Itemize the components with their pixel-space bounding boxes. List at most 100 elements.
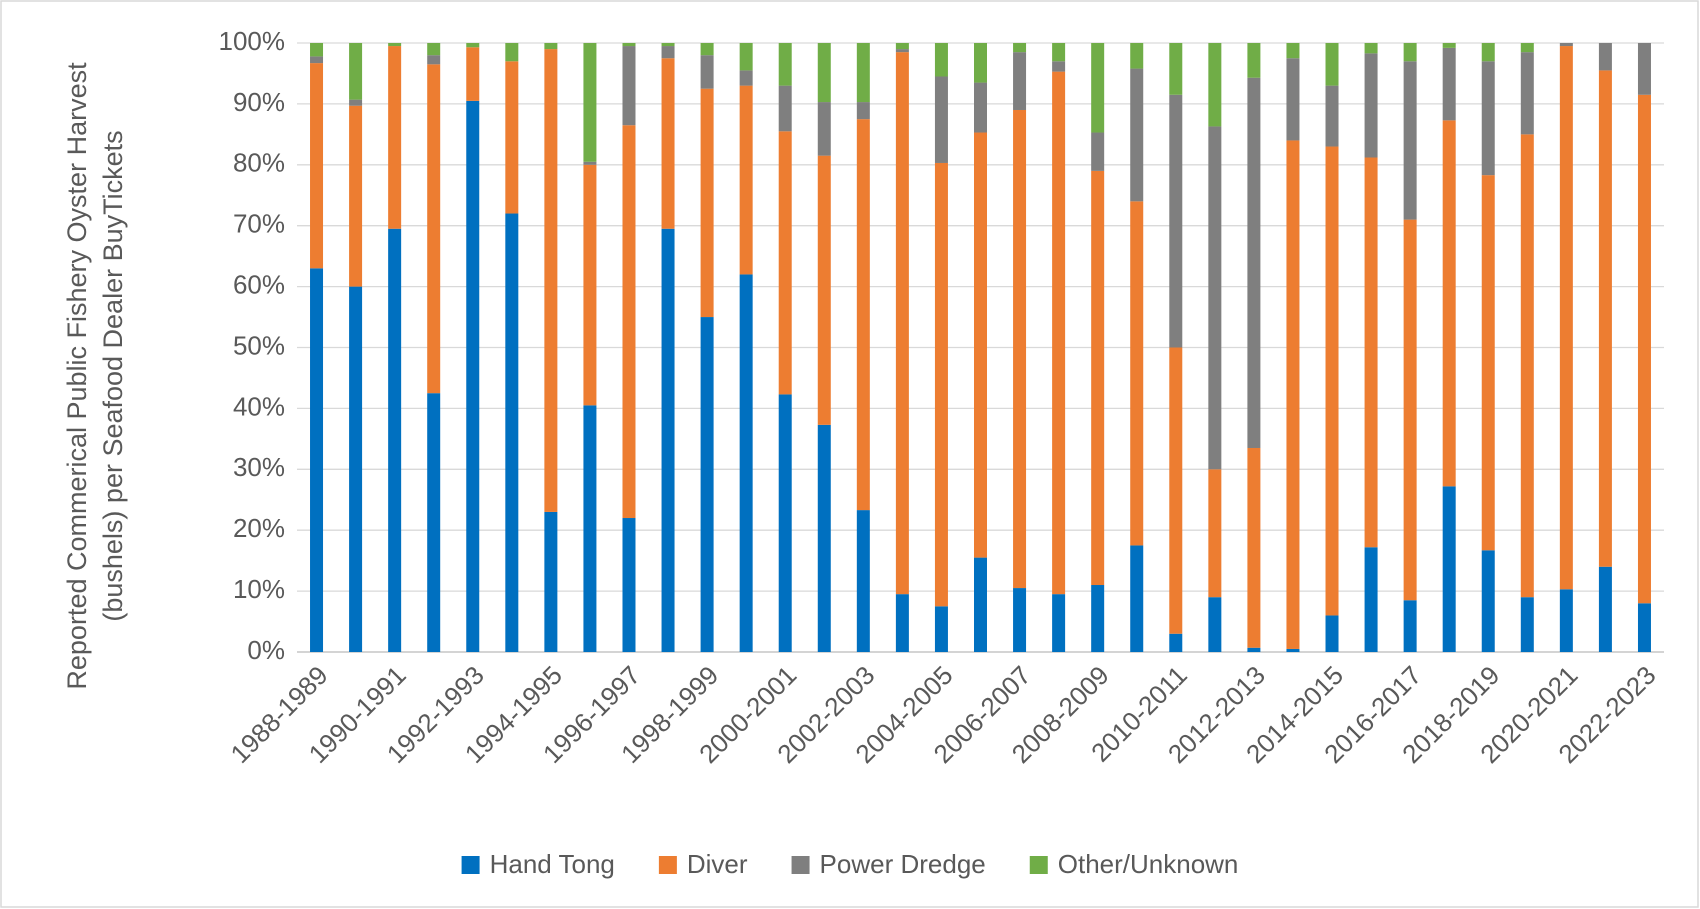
bar-segment <box>1091 43 1105 133</box>
y-tick-label: 20% <box>233 513 285 543</box>
bar-segment <box>1052 43 1066 62</box>
bar-segment <box>817 102 831 156</box>
bar-segment <box>1325 85 1339 147</box>
bar-segment <box>1208 43 1222 127</box>
bar-segment <box>778 394 792 652</box>
bar-segment <box>466 47 480 101</box>
bar-segment <box>310 43 324 57</box>
bar-segment <box>895 43 909 50</box>
bar-segment <box>1091 585 1105 652</box>
bar-segment <box>349 105 363 287</box>
bar-segment <box>1208 597 1222 652</box>
bar-segment <box>739 43 753 71</box>
bar-segment <box>895 594 909 652</box>
bar-segment <box>1598 70 1612 567</box>
bar-segment <box>1403 219 1417 601</box>
bar-segment <box>1247 77 1261 448</box>
bar-segment <box>1013 109 1027 589</box>
bar-segment <box>661 43 675 47</box>
bar-segment <box>934 606 948 652</box>
bar-segment <box>583 405 597 652</box>
bar-segment <box>1169 347 1183 634</box>
bar-segment <box>349 286 363 652</box>
legend-label: Diver <box>687 849 748 879</box>
bar-segment <box>622 125 636 519</box>
bar-segment <box>1130 43 1144 69</box>
bar-segment <box>1637 94 1651 604</box>
legend-label: Other/Unknown <box>1058 849 1239 879</box>
bar-segment <box>974 557 987 652</box>
legend-swatch <box>658 856 677 874</box>
bar-segment <box>427 55 441 65</box>
y-tick-label: 80% <box>233 148 285 178</box>
y-tick-label: 10% <box>233 574 285 604</box>
bar-segment <box>1091 170 1105 586</box>
bar-segment <box>1013 43 1027 53</box>
bar-segment <box>505 43 519 62</box>
bar-segment <box>1442 486 1456 652</box>
bar-segment <box>1013 588 1027 652</box>
bar-segment <box>388 228 402 652</box>
bar-segment <box>310 268 324 652</box>
bar-segment <box>1403 43 1417 62</box>
bar-segment <box>1013 52 1027 110</box>
y-tick-label: 100% <box>219 26 286 56</box>
bar-segment <box>310 63 324 269</box>
bar-segment <box>1208 469 1222 598</box>
bar-segment <box>934 162 948 607</box>
bar-segment <box>1403 61 1417 220</box>
bar-segment <box>1130 201 1144 546</box>
bar-segment <box>1286 43 1300 59</box>
bar-segment <box>700 55 714 89</box>
bar-segment <box>388 43 402 47</box>
bar-segment <box>583 164 597 406</box>
bar-segment <box>856 119 870 511</box>
bar-segment <box>388 46 402 229</box>
bar-segment <box>583 43 597 162</box>
bar-segment <box>622 46 636 126</box>
y-tick-label: 30% <box>233 452 285 482</box>
y-tick-label: 60% <box>233 269 285 299</box>
y-tick-label: 70% <box>233 209 285 239</box>
bar-segment <box>974 43 987 83</box>
bar-segment <box>856 43 870 103</box>
bar-segment <box>700 88 714 318</box>
bar-segment <box>544 511 558 652</box>
bar-segment <box>1364 43 1378 54</box>
bar-segment <box>1364 157 1378 548</box>
bar-segment <box>1325 615 1339 652</box>
legend-label: Hand Tong <box>490 849 615 879</box>
bar-segment <box>856 102 870 120</box>
bar-segment <box>1052 594 1066 652</box>
bar-segment <box>622 518 636 652</box>
bar-segment <box>739 70 753 86</box>
bar-segment <box>934 43 948 77</box>
bar-segment <box>1325 43 1339 86</box>
bar-segment <box>739 274 753 652</box>
bar-segment <box>544 43 558 50</box>
bar-segment <box>1130 545 1144 652</box>
bar-segment <box>1247 647 1261 652</box>
bar-segment <box>1481 43 1495 62</box>
bar-segment <box>310 56 324 64</box>
bar-segment <box>1520 43 1534 53</box>
bar-segment <box>1637 603 1651 652</box>
y-tick-label: 0% <box>247 635 285 665</box>
bar-segment <box>1598 43 1612 71</box>
bar-segment <box>778 43 792 86</box>
bar-segment <box>1091 132 1105 171</box>
bar-segment <box>466 43 480 48</box>
bar-segment <box>1208 126 1222 470</box>
bar-segment <box>349 99 363 106</box>
y-tick-label: 50% <box>233 330 285 360</box>
bar-segment <box>1247 43 1261 78</box>
bar-segment <box>700 317 714 652</box>
bar-segment <box>1520 52 1534 135</box>
bar-segment <box>1052 61 1066 72</box>
bar-segment <box>1325 146 1339 616</box>
bar-segment <box>1559 46 1573 590</box>
bar-segment <box>895 52 909 595</box>
bar-segment <box>1169 633 1183 652</box>
